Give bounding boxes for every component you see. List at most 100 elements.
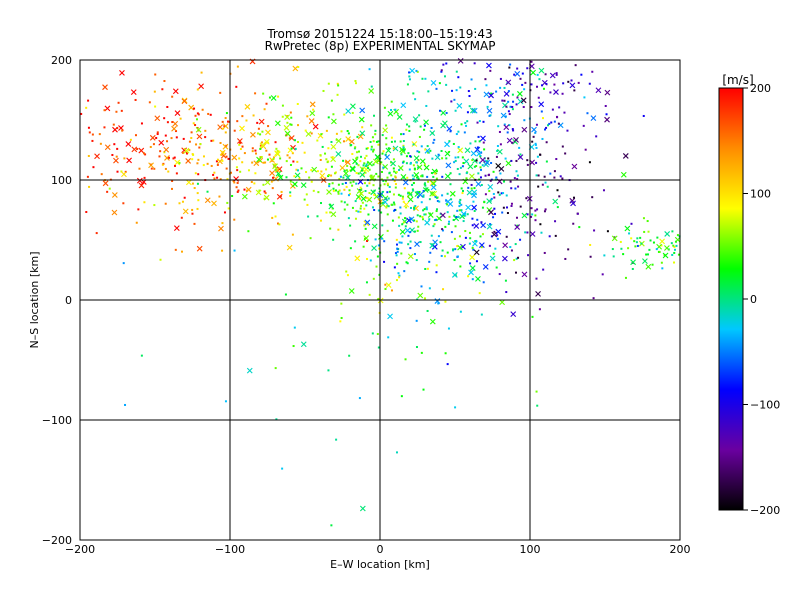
scatter-point xyxy=(503,86,506,89)
scatter-point xyxy=(377,143,380,146)
scatter-point xyxy=(296,160,299,163)
scatter-point xyxy=(504,115,507,118)
scatter-point xyxy=(103,109,106,112)
scatter-point xyxy=(223,125,226,128)
scatter-point xyxy=(351,184,354,187)
scatter-point-x xyxy=(396,114,403,120)
scatter-point xyxy=(364,227,367,230)
scatter-point xyxy=(259,147,262,150)
scatter-point xyxy=(535,85,538,88)
scatter-point xyxy=(221,120,224,123)
scatter-point-x xyxy=(496,148,503,155)
scatter-point-x xyxy=(330,118,337,125)
scatter-point xyxy=(178,161,181,164)
scatter-point xyxy=(424,77,427,80)
scatter-point xyxy=(505,194,508,197)
scatter-point xyxy=(259,156,262,159)
scatter-point xyxy=(441,194,444,197)
scatter-point xyxy=(320,170,323,173)
scatter-point xyxy=(422,218,425,221)
scatter-point xyxy=(633,240,636,243)
scatter-point-x xyxy=(416,164,423,171)
scatter-point xyxy=(435,210,438,213)
scatter-point-x xyxy=(348,138,355,145)
scatter-point xyxy=(425,206,428,209)
scatter-point xyxy=(393,208,396,211)
scatter-point xyxy=(549,172,552,175)
scatter-point xyxy=(346,164,349,167)
scatter-point xyxy=(521,83,524,86)
scatter-point xyxy=(398,276,401,279)
scatter-point xyxy=(327,82,330,85)
scatter-point-x xyxy=(430,184,437,191)
scatter-point xyxy=(486,105,489,108)
scatter-point xyxy=(453,259,456,262)
scatter-point xyxy=(392,167,395,170)
scatter-point xyxy=(372,140,375,143)
scatter-point-x xyxy=(529,231,536,237)
scatter-point xyxy=(339,175,342,178)
scatter-point xyxy=(518,146,521,149)
scatter-point xyxy=(519,238,522,241)
scatter-point xyxy=(288,156,291,159)
scatter-point-x xyxy=(473,223,480,229)
scatter-point xyxy=(292,160,295,163)
scatter-point xyxy=(156,131,159,134)
scatter-point xyxy=(503,180,506,183)
scatter-point-x xyxy=(400,102,407,109)
scatter-point xyxy=(457,146,460,149)
scatter-point-x xyxy=(284,114,291,121)
scatter-point xyxy=(274,215,277,218)
scatter-point-x xyxy=(520,97,527,104)
scatter-point xyxy=(221,222,224,225)
scatter-point xyxy=(338,189,341,192)
scatter-point xyxy=(121,129,124,132)
scatter-point xyxy=(556,115,559,118)
scatter-point-x xyxy=(429,318,436,325)
scatter-point xyxy=(558,195,561,198)
scatter-point xyxy=(380,237,383,240)
scatter-point xyxy=(589,243,592,246)
scatter-point xyxy=(417,225,420,228)
scatter-point xyxy=(553,83,556,86)
scatter-point xyxy=(490,92,493,95)
scatter-point xyxy=(227,157,230,160)
scatter-point xyxy=(488,244,491,247)
scatter-point xyxy=(543,175,546,178)
scatter-point xyxy=(422,209,425,212)
scatter-point xyxy=(468,242,471,245)
scatter-point xyxy=(375,172,378,175)
scatter-point-x xyxy=(571,163,578,170)
scatter-point xyxy=(488,190,491,193)
scatter-point xyxy=(459,265,462,268)
scatter-point xyxy=(400,241,403,244)
scatter-point xyxy=(332,189,335,192)
scatter-point xyxy=(651,263,654,266)
scatter-point xyxy=(487,157,490,160)
scatter-point-x xyxy=(219,149,226,156)
scatter-point xyxy=(421,174,424,177)
scatter-point xyxy=(477,135,480,138)
scatter-point xyxy=(534,131,537,134)
scatter-point xyxy=(272,202,275,205)
x-tick-label: −100 xyxy=(215,543,245,556)
scatter-point xyxy=(457,216,460,219)
scatter-point xyxy=(116,170,119,173)
x-tick-label: −200 xyxy=(65,543,95,556)
scatter-point xyxy=(400,252,403,255)
scatter-point xyxy=(461,165,464,168)
scatter-point-x xyxy=(195,126,202,133)
scatter-point xyxy=(274,367,277,370)
scatter-point xyxy=(175,136,178,139)
scatter-point xyxy=(448,140,451,143)
scatter-point-x xyxy=(385,282,392,289)
scatter-point xyxy=(394,108,397,111)
scatter-point xyxy=(364,189,367,192)
scatter-point xyxy=(359,160,362,163)
scatter-point-x xyxy=(642,258,648,265)
scatter-point-x xyxy=(471,204,478,211)
scatter-point xyxy=(416,229,419,232)
scatter-point xyxy=(479,168,482,171)
scatter-point xyxy=(305,171,308,174)
scatter-point xyxy=(171,180,174,183)
